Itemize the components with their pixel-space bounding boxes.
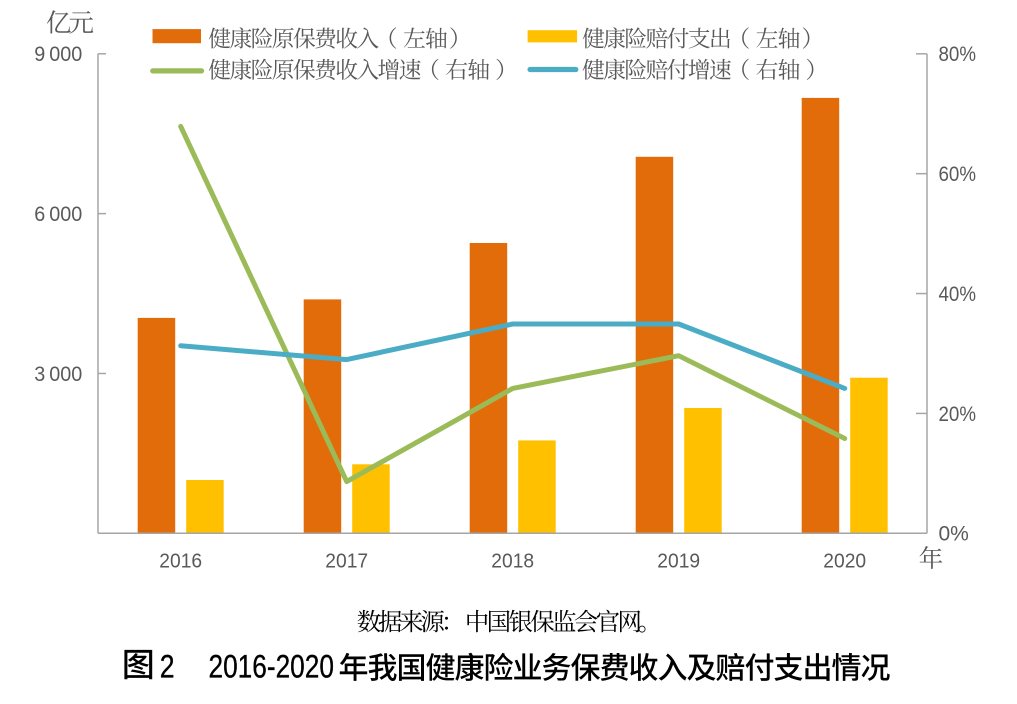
svg-text:40%: 40%	[939, 283, 977, 306]
svg-text:9 000: 9 000	[34, 43, 82, 66]
svg-text:2017: 2017	[325, 550, 368, 573]
svg-text:20%: 20%	[939, 403, 977, 426]
svg-text:2019: 2019	[657, 550, 700, 573]
svg-text:60%: 60%	[939, 163, 977, 186]
svg-text:2016: 2016	[159, 550, 202, 573]
svg-text:2020: 2020	[823, 550, 866, 573]
svg-text:0%: 0%	[939, 523, 969, 546]
svg-text:3 000: 3 000	[34, 363, 82, 386]
svg-text:80%: 80%	[939, 43, 977, 66]
svg-text:2: 2	[160, 649, 175, 685]
svg-text:6 000: 6 000	[34, 203, 82, 226]
svg-text:2016-2020: 2016-2020	[209, 649, 334, 685]
svg-text:2018: 2018	[491, 550, 534, 573]
